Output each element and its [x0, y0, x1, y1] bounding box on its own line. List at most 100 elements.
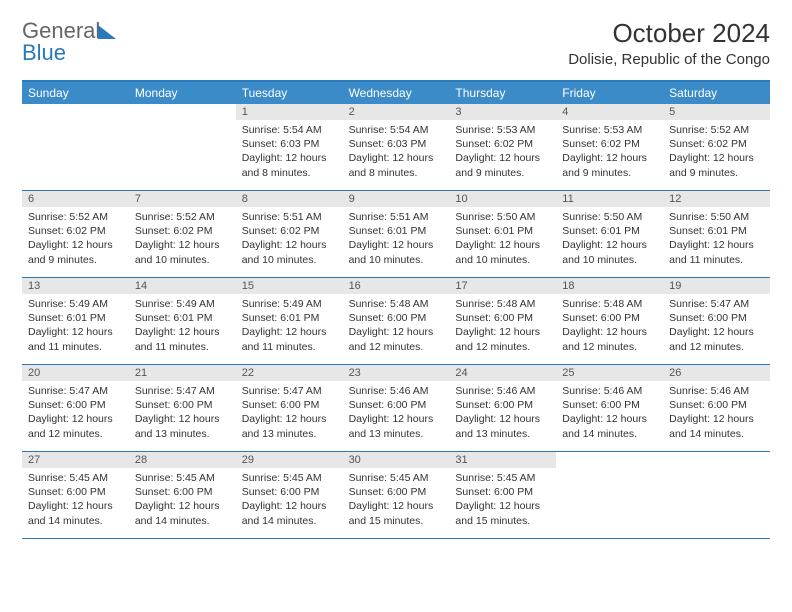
sunset-text: Sunset: 6:00 PM [349, 311, 444, 325]
week-row: 20Sunrise: 5:47 AMSunset: 6:00 PMDayligh… [22, 365, 770, 452]
day-data: Sunrise: 5:45 AMSunset: 6:00 PMDaylight:… [343, 468, 450, 532]
daylight-text: Daylight: 12 hours and 10 minutes. [562, 238, 657, 266]
day-data: Sunrise: 5:46 AMSunset: 6:00 PMDaylight:… [343, 381, 450, 445]
sunset-text: Sunset: 6:01 PM [28, 311, 123, 325]
daylight-text: Daylight: 12 hours and 8 minutes. [349, 151, 444, 179]
sunrise-text: Sunrise: 5:50 AM [669, 210, 764, 224]
day-cell: 22Sunrise: 5:47 AMSunset: 6:00 PMDayligh… [236, 365, 343, 451]
day-cell: 6Sunrise: 5:52 AMSunset: 6:02 PMDaylight… [22, 191, 129, 277]
day-data: Sunrise: 5:53 AMSunset: 6:02 PMDaylight:… [556, 120, 663, 184]
day-cell: 3Sunrise: 5:53 AMSunset: 6:02 PMDaylight… [449, 104, 556, 190]
sunset-text: Sunset: 6:00 PM [349, 485, 444, 499]
sunrise-text: Sunrise: 5:50 AM [455, 210, 550, 224]
sunrise-text: Sunrise: 5:45 AM [349, 471, 444, 485]
sunset-text: Sunset: 6:02 PM [669, 137, 764, 151]
day-number: 25 [556, 365, 663, 381]
day-header-thursday: Thursday [449, 82, 556, 104]
sunset-text: Sunset: 6:00 PM [562, 398, 657, 412]
sunrise-text: Sunrise: 5:51 AM [242, 210, 337, 224]
day-number: 26 [663, 365, 770, 381]
daylight-text: Daylight: 12 hours and 11 minutes. [242, 325, 337, 353]
day-data: Sunrise: 5:47 AMSunset: 6:00 PMDaylight:… [663, 294, 770, 358]
day-cell: 15Sunrise: 5:49 AMSunset: 6:01 PMDayligh… [236, 278, 343, 364]
daylight-text: Daylight: 12 hours and 13 minutes. [135, 412, 230, 440]
empty-cell [22, 104, 129, 190]
day-cell: 25Sunrise: 5:46 AMSunset: 6:00 PMDayligh… [556, 365, 663, 451]
day-cell: 13Sunrise: 5:49 AMSunset: 6:01 PMDayligh… [22, 278, 129, 364]
day-number: 12 [663, 191, 770, 207]
day-data: Sunrise: 5:48 AMSunset: 6:00 PMDaylight:… [449, 294, 556, 358]
sunset-text: Sunset: 6:01 PM [135, 311, 230, 325]
sunset-text: Sunset: 6:00 PM [242, 485, 337, 499]
daylight-text: Daylight: 12 hours and 12 minutes. [562, 325, 657, 353]
day-data: Sunrise: 5:52 AMSunset: 6:02 PMDaylight:… [663, 120, 770, 184]
daylight-text: Daylight: 12 hours and 10 minutes. [455, 238, 550, 266]
daylight-text: Daylight: 12 hours and 12 minutes. [28, 412, 123, 440]
daylight-text: Daylight: 12 hours and 12 minutes. [455, 325, 550, 353]
sunrise-text: Sunrise: 5:54 AM [349, 123, 444, 137]
day-cell: 8Sunrise: 5:51 AMSunset: 6:02 PMDaylight… [236, 191, 343, 277]
sunset-text: Sunset: 6:03 PM [349, 137, 444, 151]
day-data: Sunrise: 5:50 AMSunset: 6:01 PMDaylight:… [556, 207, 663, 271]
daylight-text: Daylight: 12 hours and 8 minutes. [242, 151, 337, 179]
sunset-text: Sunset: 6:00 PM [349, 398, 444, 412]
day-data: Sunrise: 5:50 AMSunset: 6:01 PMDaylight:… [663, 207, 770, 271]
daylight-text: Daylight: 12 hours and 13 minutes. [455, 412, 550, 440]
day-data: Sunrise: 5:49 AMSunset: 6:01 PMDaylight:… [236, 294, 343, 358]
day-cell: 9Sunrise: 5:51 AMSunset: 6:01 PMDaylight… [343, 191, 450, 277]
day-data: Sunrise: 5:54 AMSunset: 6:03 PMDaylight:… [343, 120, 450, 184]
sunrise-text: Sunrise: 5:51 AM [349, 210, 444, 224]
day-cell: 7Sunrise: 5:52 AMSunset: 6:02 PMDaylight… [129, 191, 236, 277]
empty-cell [129, 104, 236, 190]
day-number: 11 [556, 191, 663, 207]
day-header-saturday: Saturday [663, 82, 770, 104]
day-cell: 16Sunrise: 5:48 AMSunset: 6:00 PMDayligh… [343, 278, 450, 364]
sunset-text: Sunset: 6:01 PM [562, 224, 657, 238]
daylight-text: Daylight: 12 hours and 9 minutes. [562, 151, 657, 179]
sunset-text: Sunset: 6:02 PM [455, 137, 550, 151]
sunrise-text: Sunrise: 5:48 AM [562, 297, 657, 311]
daylight-text: Daylight: 12 hours and 15 minutes. [349, 499, 444, 527]
logo-text-blue: Blue [22, 40, 116, 66]
day-data: Sunrise: 5:48 AMSunset: 6:00 PMDaylight:… [343, 294, 450, 358]
sunrise-text: Sunrise: 5:49 AM [28, 297, 123, 311]
day-number: 18 [556, 278, 663, 294]
day-header-monday: Monday [129, 82, 236, 104]
day-data: Sunrise: 5:45 AMSunset: 6:00 PMDaylight:… [236, 468, 343, 532]
header: GeneralBlue October 2024 Dolisie, Republ… [22, 18, 770, 68]
week-row: 1Sunrise: 5:54 AMSunset: 6:03 PMDaylight… [22, 104, 770, 191]
day-header-row: SundayMondayTuesdayWednesdayThursdayFrid… [22, 82, 770, 104]
calendar: SundayMondayTuesdayWednesdayThursdayFrid… [22, 80, 770, 539]
day-cell: 12Sunrise: 5:50 AMSunset: 6:01 PMDayligh… [663, 191, 770, 277]
day-cell: 4Sunrise: 5:53 AMSunset: 6:02 PMDaylight… [556, 104, 663, 190]
day-cell: 2Sunrise: 5:54 AMSunset: 6:03 PMDaylight… [343, 104, 450, 190]
sunset-text: Sunset: 6:00 PM [28, 485, 123, 499]
day-cell: 21Sunrise: 5:47 AMSunset: 6:00 PMDayligh… [129, 365, 236, 451]
sunrise-text: Sunrise: 5:47 AM [28, 384, 123, 398]
day-number: 15 [236, 278, 343, 294]
daylight-text: Daylight: 12 hours and 14 minutes. [28, 499, 123, 527]
day-header-sunday: Sunday [22, 82, 129, 104]
day-cell: 19Sunrise: 5:47 AMSunset: 6:00 PMDayligh… [663, 278, 770, 364]
sunset-text: Sunset: 6:01 PM [349, 224, 444, 238]
sunrise-text: Sunrise: 5:46 AM [669, 384, 764, 398]
sunrise-text: Sunrise: 5:47 AM [135, 384, 230, 398]
daylight-text: Daylight: 12 hours and 10 minutes. [135, 238, 230, 266]
day-number: 28 [129, 452, 236, 468]
day-number: 9 [343, 191, 450, 207]
sunrise-text: Sunrise: 5:47 AM [242, 384, 337, 398]
day-data: Sunrise: 5:51 AMSunset: 6:01 PMDaylight:… [343, 207, 450, 271]
daylight-text: Daylight: 12 hours and 15 minutes. [455, 499, 550, 527]
day-cell: 10Sunrise: 5:50 AMSunset: 6:01 PMDayligh… [449, 191, 556, 277]
day-number: 7 [129, 191, 236, 207]
day-number: 5 [663, 104, 770, 120]
week-row: 6Sunrise: 5:52 AMSunset: 6:02 PMDaylight… [22, 191, 770, 278]
day-data: Sunrise: 5:50 AMSunset: 6:01 PMDaylight:… [449, 207, 556, 271]
daylight-text: Daylight: 12 hours and 14 minutes. [135, 499, 230, 527]
day-number: 4 [556, 104, 663, 120]
sunrise-text: Sunrise: 5:47 AM [669, 297, 764, 311]
daylight-text: Daylight: 12 hours and 9 minutes. [669, 151, 764, 179]
sunrise-text: Sunrise: 5:54 AM [242, 123, 337, 137]
day-number: 6 [22, 191, 129, 207]
empty-cell [556, 452, 663, 538]
